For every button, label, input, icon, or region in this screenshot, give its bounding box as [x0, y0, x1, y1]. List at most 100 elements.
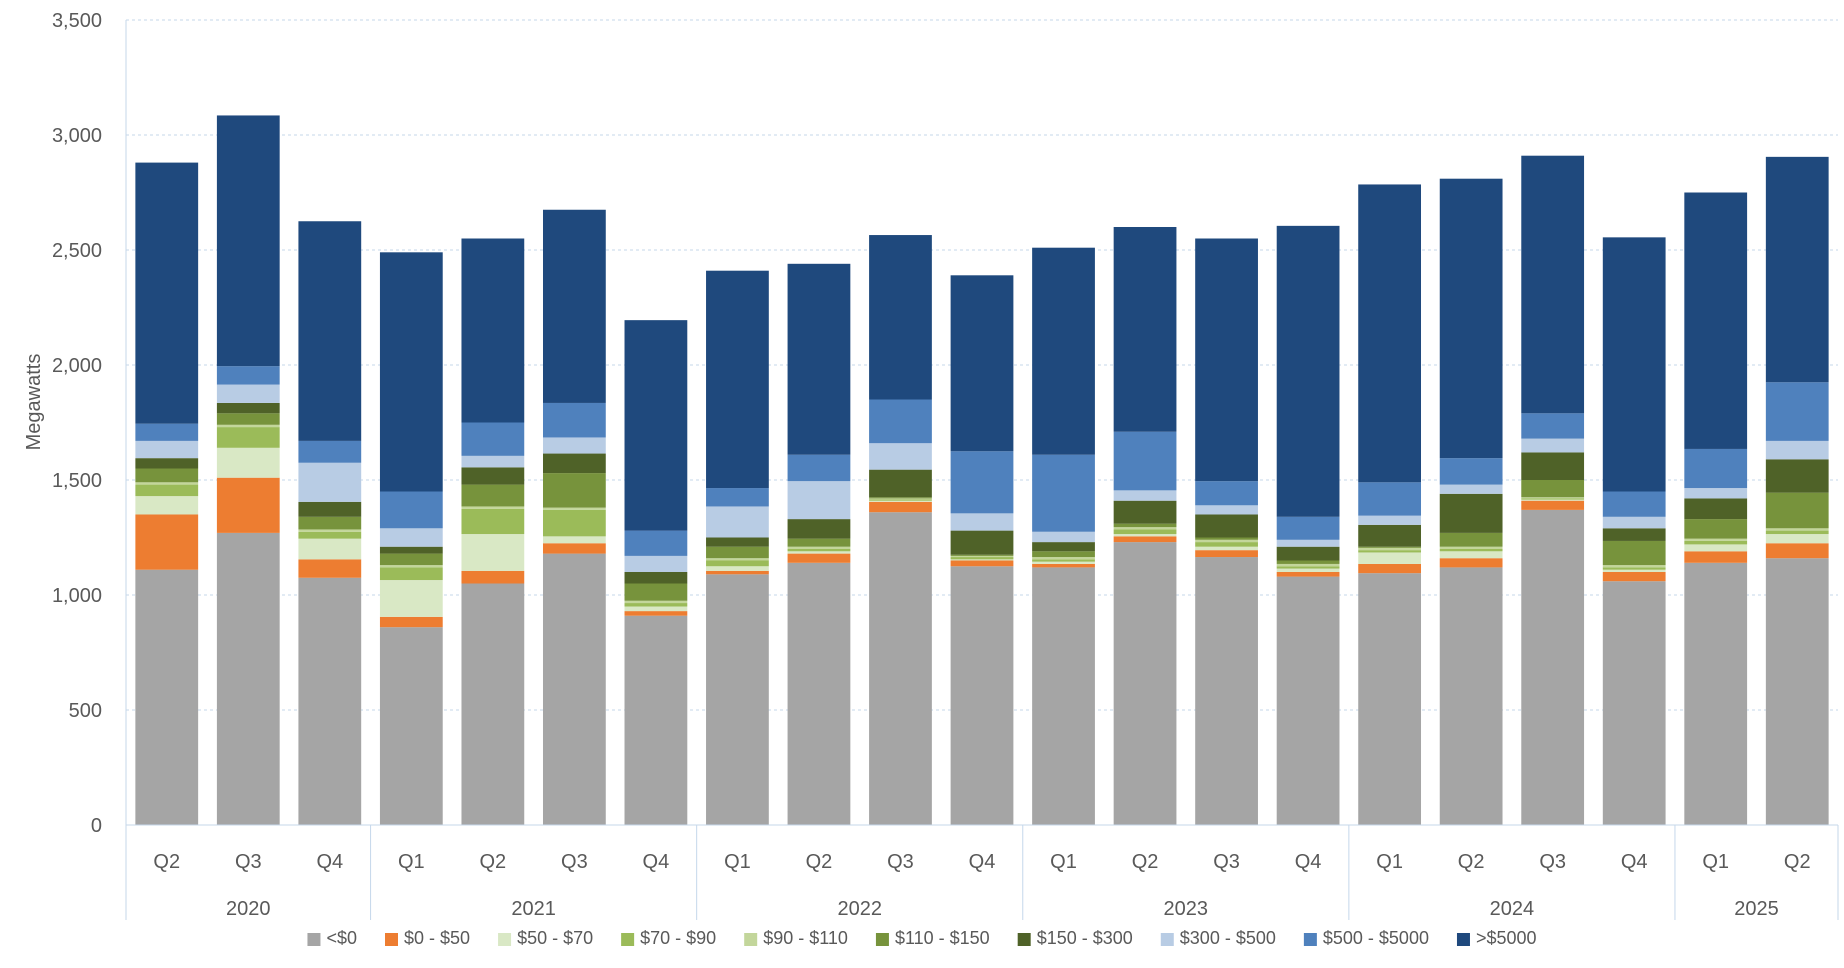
bar-segment [787, 549, 851, 552]
bar-segment [1195, 481, 1258, 506]
bar-segment [1602, 237, 1666, 492]
y-axis-title: Megawatts [23, 354, 45, 451]
legend-swatch [1456, 933, 1470, 946]
bar-segment [1032, 563, 1095, 568]
y-tick-label: 2,000 [52, 355, 102, 377]
legend-item: <$0 [307, 928, 357, 948]
bar-segment [135, 423, 199, 441]
bar-segment [706, 546, 769, 559]
bar-segment [950, 513, 1014, 531]
bar-segment [1195, 514, 1258, 538]
bar-segment [135, 458, 199, 469]
bar-segment [461, 238, 525, 423]
bar-segment [1765, 156, 1829, 383]
bar-segment [706, 566, 769, 571]
legend-swatch [1160, 933, 1174, 946]
bar-segment [1439, 567, 1503, 825]
legend-label: $90 - $110 [763, 928, 848, 948]
bar-segment [1521, 413, 1585, 439]
legend-label: $300 - $500 [1180, 928, 1276, 948]
bar-segment [1602, 581, 1666, 825]
bar-segment [461, 534, 525, 571]
bar-segment [624, 530, 688, 556]
bar-segment [1276, 568, 1340, 572]
bar-segment [1684, 544, 1748, 552]
bar-segment [1358, 550, 1422, 553]
bar-segment [1765, 558, 1829, 825]
legend-swatch [744, 933, 758, 946]
bar-segment [379, 580, 443, 617]
bar-segment [1521, 498, 1585, 500]
x-tick-label: Q2 [1132, 851, 1159, 873]
x-tick-label: Q4 [1621, 851, 1648, 873]
bar-segment [1765, 530, 1829, 535]
bar-segment [1684, 540, 1748, 545]
legend-label: <$0 [326, 928, 357, 948]
bar-segment [787, 538, 851, 547]
axes: 0 500 1,000 1,500 2,000 2,500 3,000 3,500 Q2 Q3 Q4… [52, 10, 1839, 920]
bar-segment [216, 477, 280, 533]
y-tick-label: 1,500 [52, 470, 102, 492]
legend-swatch [1017, 933, 1031, 946]
y-tick-label: 1,000 [52, 585, 102, 607]
legend-item: $150 - $300 [1017, 928, 1133, 948]
bar-segment [1276, 516, 1340, 540]
bar-segment [1521, 497, 1585, 499]
bar-segment [1439, 549, 1503, 552]
legend-swatch [307, 933, 321, 946]
bar-segment [624, 606, 688, 612]
x-tick-label: Q2 [806, 851, 833, 873]
bar-segment [1684, 192, 1748, 449]
x-tick-label: Q2 [480, 851, 507, 873]
bar-segment [1276, 572, 1340, 577]
x-tick-label: Q1 [1376, 851, 1403, 873]
bar-segment [542, 553, 606, 825]
bar-segment [1113, 542, 1177, 825]
bar-segment [135, 569, 199, 825]
bar-segment [216, 115, 280, 367]
bar-segment [950, 560, 1014, 567]
legend-label: $0 - $50 [404, 928, 470, 948]
bar-segment [461, 467, 525, 485]
bar-segment [1032, 542, 1095, 552]
x-tick-label: Q3 [1539, 851, 1566, 873]
bar-segment [1276, 546, 1340, 561]
bar-segment [706, 574, 769, 825]
bar-segment [950, 275, 1014, 452]
bar-segment [1032, 561, 1095, 564]
bar-segment [706, 570, 769, 575]
legend-item: $50 - $70 [498, 928, 593, 948]
bar-segment [1439, 458, 1503, 485]
bar-segment [461, 570, 525, 584]
y-tick-label: 500 [69, 700, 102, 722]
y-tick-label: 0 [91, 815, 102, 837]
bar-segment [950, 530, 1014, 555]
y-tick-label: 2,500 [52, 240, 102, 262]
bar-segment [1602, 528, 1666, 541]
bar-segment [869, 399, 932, 444]
bar-segment [1195, 546, 1258, 551]
bar-segment [1684, 551, 1748, 563]
legend-swatch [1303, 933, 1317, 946]
bar-segment [787, 551, 851, 554]
y-tick-label: 3,500 [52, 10, 102, 32]
bar-segment [624, 320, 688, 531]
bar-segment [950, 559, 1014, 561]
bar-segment [542, 437, 606, 454]
legend-swatch [498, 933, 512, 946]
x-tick-label: Q1 [398, 851, 425, 873]
bar-segment [298, 577, 362, 825]
bar-segment [1113, 523, 1177, 528]
y-tick-label: 3,000 [52, 125, 102, 147]
bar-segment [1195, 505, 1258, 515]
bars [135, 115, 1829, 825]
bar-segment [216, 402, 280, 414]
bar-segment [216, 532, 280, 825]
x-tick-label: Q3 [235, 851, 262, 873]
bar-segment [950, 557, 1014, 560]
bar-segment [1113, 534, 1177, 537]
bar-segment [950, 555, 1014, 558]
bar-segment [461, 422, 525, 456]
bar-segment [706, 506, 769, 538]
